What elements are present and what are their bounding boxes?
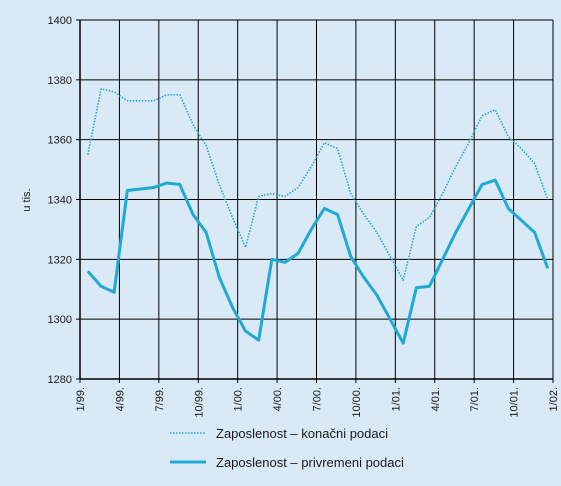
y-tick-label: 1300 <box>48 314 72 326</box>
x-tick-label: 10/01. <box>509 387 521 418</box>
x-tick-label: 4/00. <box>272 387 284 411</box>
x-tick-label: 7/99. <box>154 387 166 411</box>
x-tick-label: 10/00. <box>351 387 363 418</box>
x-tick-label: 4/99. <box>114 387 126 411</box>
y-tick-label: 1280 <box>48 374 72 386</box>
x-tick-label: 1/99. <box>75 387 87 411</box>
x-tick-label: 1/01. <box>390 387 402 411</box>
x-tick-label: 10/99. <box>193 387 205 418</box>
y-tick-label: 1320 <box>48 254 72 266</box>
y-tick-label: 1400 <box>48 15 72 27</box>
series-line <box>87 88 549 282</box>
x-tick-label: 1/00. <box>233 387 245 411</box>
y-tick-label: 1360 <box>48 135 72 147</box>
y-tick-label: 1380 <box>48 75 72 87</box>
y-axis-label: u tis. <box>21 188 33 211</box>
x-tick-label: 4/01. <box>430 387 442 411</box>
legend-label: Zaposlenost – privremeni podaci <box>216 455 404 470</box>
x-tick-label: 1/02. <box>548 387 560 411</box>
legend-label: Zaposlenost – konačni podaci <box>216 426 388 441</box>
x-tick-label: 7/00. <box>312 387 324 411</box>
x-tick-label: 7/01. <box>469 387 481 411</box>
y-tick-label: 1340 <box>48 195 72 207</box>
series-line <box>86 178 550 345</box>
